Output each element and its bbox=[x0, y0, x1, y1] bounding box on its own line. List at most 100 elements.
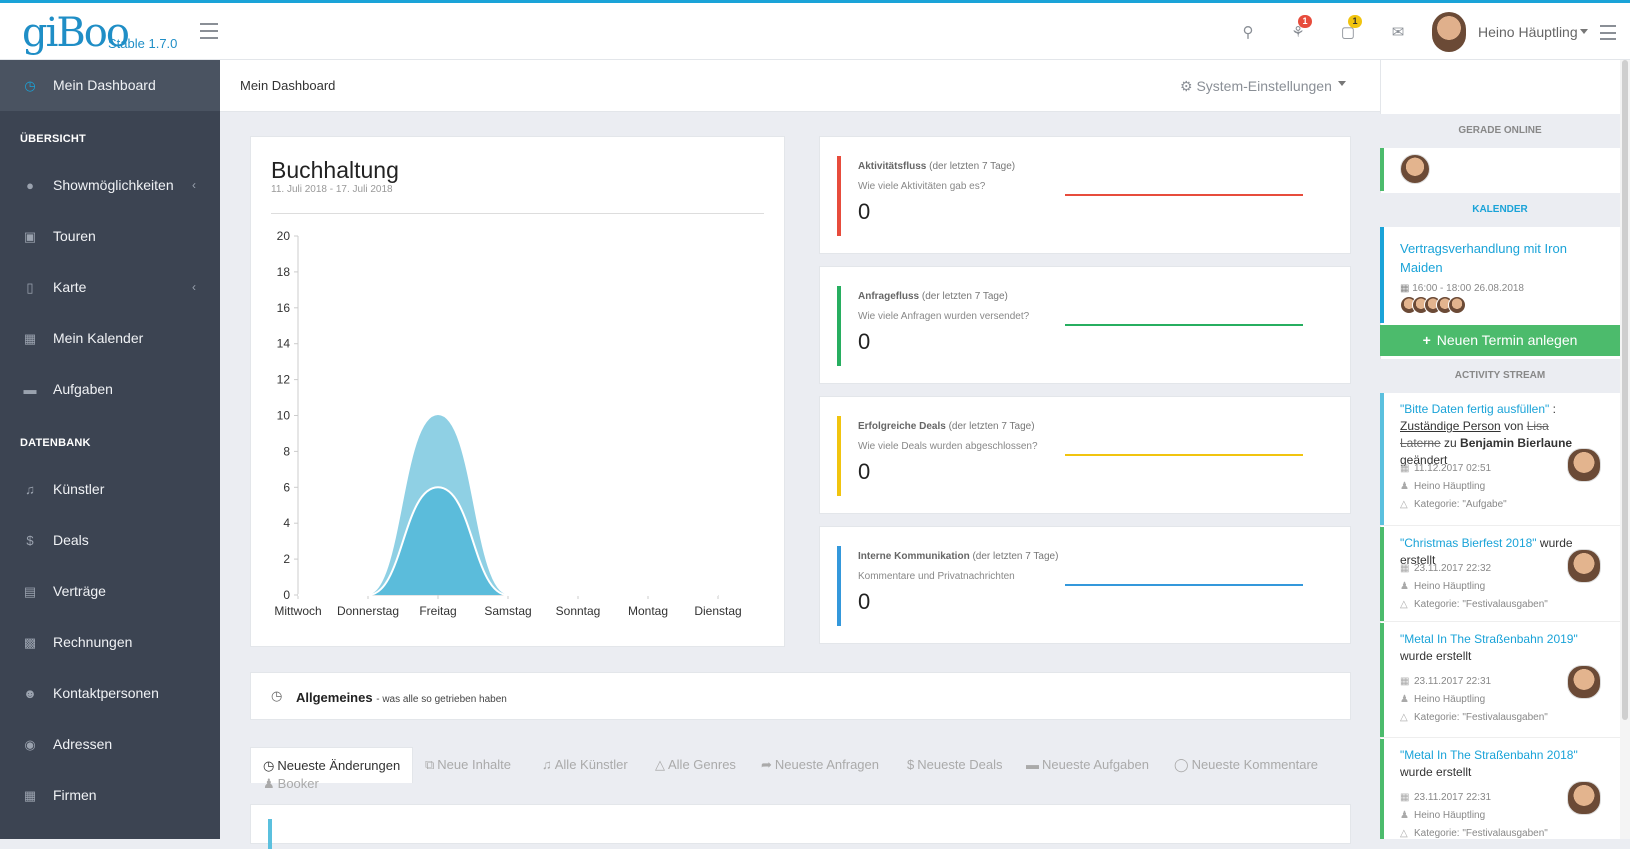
online-user-avatar[interactable] bbox=[1400, 154, 1430, 184]
tab-label: Alle Künstler bbox=[554, 757, 628, 772]
users-icon: ☻ bbox=[23, 686, 37, 701]
chevron-left-icon: ‹ bbox=[192, 178, 196, 192]
online-header: GERADE ONLINE bbox=[1380, 114, 1620, 148]
area-series-1 bbox=[298, 415, 718, 595]
stat-title: Aktivitätsfluss bbox=[858, 161, 927, 172]
flask-icon: △ bbox=[1400, 599, 1408, 610]
activity-avatar[interactable] bbox=[1567, 781, 1601, 815]
user-avatar[interactable] bbox=[1432, 12, 1466, 52]
stat-accent-bar bbox=[837, 286, 841, 366]
system-settings-dropdown[interactable]: ⚙ System-Einstellungen bbox=[1180, 78, 1346, 95]
user-icon: ♟ bbox=[1400, 810, 1409, 821]
dashboard-icon: ◷ bbox=[271, 688, 283, 703]
activity-date: 11.12.2017 02:51 bbox=[1414, 463, 1492, 474]
tab-alle-genres[interactable]: △ Alle Genres bbox=[655, 747, 736, 783]
sidebar-item-dashboard[interactable]: ◷ Mein Dashboard bbox=[0, 60, 220, 111]
sidebar-item-firmen[interactable]: ▦ Firmen bbox=[0, 770, 220, 821]
bus-icon: ▣ bbox=[23, 229, 37, 244]
tab-neueste-anfragen[interactable]: ➦ Neueste Anfragen bbox=[761, 747, 879, 783]
stat-sparkline bbox=[1065, 454, 1303, 456]
scrollbar[interactable] bbox=[1620, 60, 1630, 839]
allgemeines-title: Allgemeines bbox=[296, 690, 373, 705]
stat-sparkline bbox=[1065, 324, 1303, 326]
calculator-icon: ▩ bbox=[23, 635, 37, 650]
activity-category: Kategorie: "Festivalausgaben" bbox=[1414, 712, 1548, 723]
sidebar-item-label: Kontaktpersonen bbox=[53, 685, 159, 701]
tab-neueste-kommentare[interactable]: ◯ Neueste Kommentare bbox=[1174, 747, 1318, 783]
flask-icon: △ bbox=[655, 757, 665, 772]
sidebar-item-label: Karte bbox=[53, 279, 87, 295]
sidebar-item-kuenstler[interactable]: ♫ Künstler bbox=[0, 464, 220, 515]
app-logo[interactable]: giBoo bbox=[22, 10, 130, 56]
activity-link[interactable]: "Christmas Bierfest 2018" bbox=[1400, 536, 1537, 550]
user-name[interactable]: Heino Häuptling bbox=[1478, 24, 1578, 40]
x-tick-label: Montag bbox=[628, 604, 668, 618]
sidebar-item-label: Künstler bbox=[53, 481, 105, 497]
sidebar: ◷ Mein Dashboard ÜBERSICHT ● Showmöglich… bbox=[0, 60, 220, 839]
tab-neueste-deals[interactable]: $ Neueste Deals bbox=[907, 747, 1003, 783]
activity-avatar[interactable] bbox=[1567, 665, 1601, 699]
microphone-icon: ● bbox=[26, 178, 34, 193]
sidebar-item-kontaktpersonen[interactable]: ☻ Kontaktpersonen bbox=[0, 668, 220, 719]
notification-badge: 1 bbox=[1298, 15, 1312, 28]
tab-alle-kuenstler[interactable]: ♫ Alle Künstler bbox=[542, 747, 628, 783]
user-icon: ♟ bbox=[1400, 481, 1409, 492]
calendar-header: KALENDER bbox=[1380, 193, 1620, 227]
y-tick-label: 0 bbox=[283, 588, 290, 602]
activity-category: Kategorie: "Festivalausgaben" bbox=[1414, 828, 1548, 839]
menu-icon[interactable] bbox=[200, 23, 218, 39]
tab-neue-inhalte[interactable]: ⧉ Neue Inhalte bbox=[425, 747, 511, 783]
menu-icon[interactable] bbox=[1600, 25, 1616, 40]
y-tick-label: 4 bbox=[283, 516, 290, 530]
stat-card-interne-kommunikation: Interne Kommunikation (der letzten 7 Tag… bbox=[819, 526, 1351, 644]
new-appointment-button[interactable]: + Neuen Termin anlegen bbox=[1380, 325, 1620, 356]
sidebar-item-karte[interactable]: ▯ Karte ‹ bbox=[0, 262, 220, 313]
activity-link[interactable]: "Bitte Daten fertig ausfüllen" bbox=[1400, 402, 1550, 416]
stat-question: Wie viele Deals wurden abgeschlossen? bbox=[858, 441, 1038, 452]
allgemeines-panel: ◷ Allgemeines - was alle so getrieben ha… bbox=[250, 672, 1351, 720]
tab-label: Neue Inhalte bbox=[437, 757, 512, 772]
tab-label: Alle Genres bbox=[668, 757, 736, 772]
tab-neueste-aenderungen[interactable]: ◷ Neueste Änderungen bbox=[250, 747, 414, 783]
stat-period: (der letzten 7 Tage) bbox=[948, 421, 1035, 432]
y-tick-label: 2 bbox=[283, 552, 290, 566]
sidebar-item-touren[interactable]: ▣ Touren bbox=[0, 211, 220, 262]
sidebar-item-aufgaben[interactable]: ▬ Aufgaben bbox=[0, 364, 220, 415]
activity-accent-bar bbox=[1380, 527, 1384, 621]
search-icon[interactable]: ⚲ bbox=[1242, 24, 1254, 41]
tab-booker[interactable]: ♟ Booker bbox=[263, 766, 319, 802]
y-tick-label: 14 bbox=[277, 337, 291, 351]
stat-period: (der letzten 7 Tage) bbox=[921, 291, 1008, 302]
stat-accent-bar bbox=[837, 416, 841, 496]
activity-item: "Christmas Bierfest 2018" wurde erstellt… bbox=[1380, 527, 1620, 622]
stat-sparkline bbox=[1065, 194, 1303, 196]
inbox-icon[interactable]: ▢ 1 bbox=[1338, 15, 1362, 43]
sidebar-item-adressen[interactable]: ◉ Adressen bbox=[0, 719, 220, 770]
sidebar-item-label: Touren bbox=[53, 228, 96, 244]
scrollbar-thumb[interactable] bbox=[1622, 60, 1628, 720]
gear-icon: ⚙ bbox=[1180, 78, 1193, 94]
sidebar-item-deals[interactable]: $ Deals bbox=[0, 515, 220, 566]
calendar-event[interactable]: Vertragsverhandlung mit Iron Maiden ▦ 16… bbox=[1380, 227, 1620, 323]
tab-label: Neueste Anfragen bbox=[774, 757, 879, 772]
tab-label: Neueste Änderungen bbox=[277, 758, 401, 773]
bell-icon[interactable]: ⚘ 1 bbox=[1288, 15, 1312, 43]
envelope-icon[interactable]: ✉ bbox=[1391, 24, 1405, 41]
activity-link[interactable]: "Metal In The Straßenbahn 2018" bbox=[1400, 748, 1578, 762]
activity-avatar[interactable] bbox=[1567, 549, 1601, 583]
chevron-down-icon[interactable] bbox=[1580, 29, 1588, 38]
sidebar-item-vertraege[interactable]: ▤ Verträge bbox=[0, 566, 220, 617]
activity-user: Heino Häuptling bbox=[1414, 481, 1486, 492]
sidebar-item-showmoeglichkeiten[interactable]: ● Showmöglichkeiten ‹ bbox=[0, 160, 220, 211]
stat-title: Erfolgreiche Deals bbox=[858, 421, 946, 432]
chevron-down-icon bbox=[1337, 81, 1346, 90]
sidebar-item-mein-kalender[interactable]: ▦ Mein Kalender bbox=[0, 313, 220, 364]
tab-neueste-aufgaben[interactable]: ▬ Neueste Aufgaben bbox=[1026, 747, 1149, 783]
participant-avatar[interactable] bbox=[1448, 296, 1466, 314]
event-time: 16:00 - 18:00 26.08.2018 bbox=[1412, 283, 1524, 294]
sidebar-item-rechnungen[interactable]: ▩ Rechnungen bbox=[0, 617, 220, 668]
sidebar-item-label: Mein Dashboard bbox=[53, 77, 156, 93]
event-title[interactable]: Vertragsverhandlung mit Iron Maiden bbox=[1400, 241, 1567, 275]
activity-link[interactable]: "Metal In The Straßenbahn 2019" bbox=[1400, 632, 1578, 646]
activity-avatar[interactable] bbox=[1567, 448, 1601, 482]
